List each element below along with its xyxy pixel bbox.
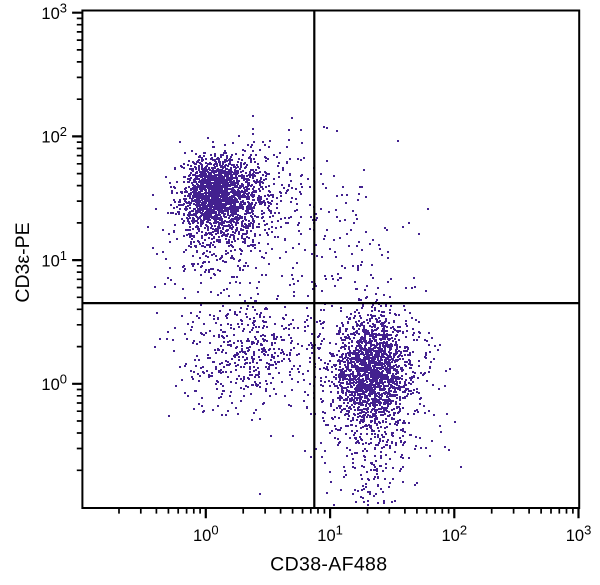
svg-text:CD3ε-PE: CD3ε-PE xyxy=(12,222,34,302)
svg-text:CD38-AF488: CD38-AF488 xyxy=(270,553,387,575)
